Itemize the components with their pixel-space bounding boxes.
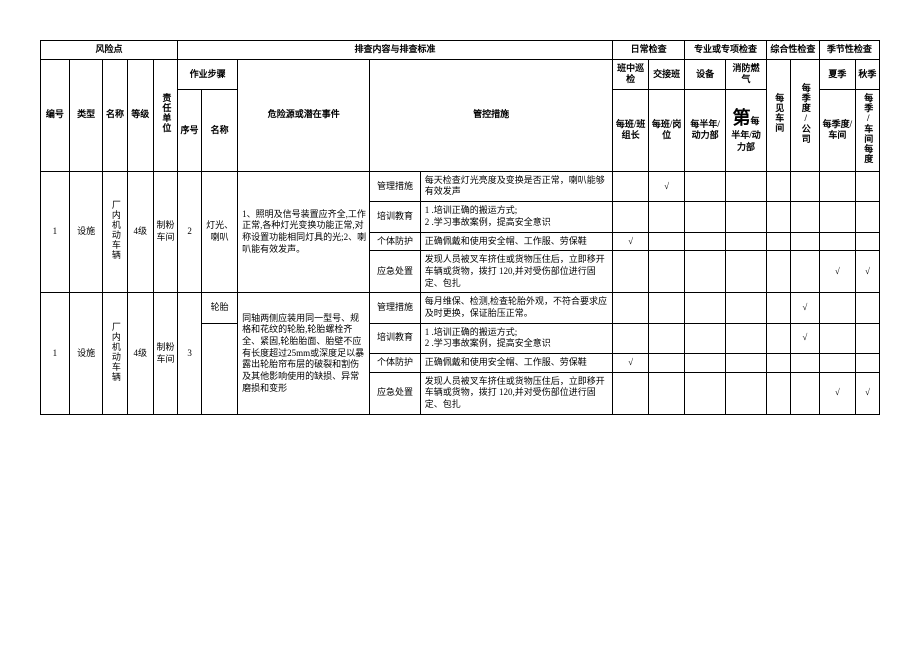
hdr-hy1: 每半年/动力部 [685, 90, 726, 172]
hdr-equip: 设备 [685, 59, 726, 89]
inspection-table: 风险点 排查内容与排查标准 日常检查 专业或专项检查 综合性检查 季节性检查 编… [40, 40, 880, 415]
hdr-autumn: 秋季 [855, 59, 879, 89]
hdr-firegas: 消防燃气 [726, 59, 767, 89]
hdr-num: 编号 [41, 59, 70, 171]
hdr-riskpoint: 风险点 [41, 41, 178, 60]
hdr-control: 管控措施 [370, 59, 613, 171]
hdr-pro: 专业或专项检查 [685, 41, 767, 60]
hdr-seasonal: 季节性检查 [819, 41, 879, 60]
hdr-shiftpost: 每班/岗位 [649, 90, 685, 172]
table-row: 1 设施 厂内机动车辆 4级 制粉车间 2 灯光、喇叭 1、照明及信号装置应齐全… [41, 171, 880, 201]
hdr-shiftleader: 每班/班组长 [613, 90, 649, 172]
hdr-quarterco: 每季度/公司 [790, 59, 819, 171]
hdr-resp: 责任单位 [153, 59, 177, 171]
hdr-rare: 每见车间 [766, 59, 790, 171]
table-row: 1 设施 厂内机动车辆 4级 制粉车间 3 轮胎 同轴两侧应装用同一型号、规格和… [41, 293, 880, 323]
hdr-comp: 综合性检查 [766, 41, 819, 60]
hdr-qshop2: 每季/车间每度 [855, 90, 879, 172]
hdr-type: 类型 [69, 59, 103, 171]
hdr-stepno: 序号 [178, 90, 202, 172]
hdr-summer: 夏季 [819, 59, 855, 89]
hdr-checkcontent: 排查内容与排查标准 [178, 41, 613, 60]
hdr-name: 名称 [103, 59, 127, 171]
hdr-step: 作业步骤 [178, 59, 238, 89]
hdr-qshop: 每季度/车间 [819, 90, 855, 172]
hdr-daily: 日常检查 [613, 41, 685, 60]
hdr-stepname: 名称 [202, 90, 238, 172]
hdr-handover: 交接班 [649, 59, 685, 89]
hdr-hazard: 危险源或潜在事件 [238, 59, 370, 171]
hdr-bigchar: 第每半年/动力部 [726, 90, 767, 172]
hdr-level: 等级 [127, 59, 153, 171]
hdr-shiftpatrol: 班中巡检 [613, 59, 649, 89]
